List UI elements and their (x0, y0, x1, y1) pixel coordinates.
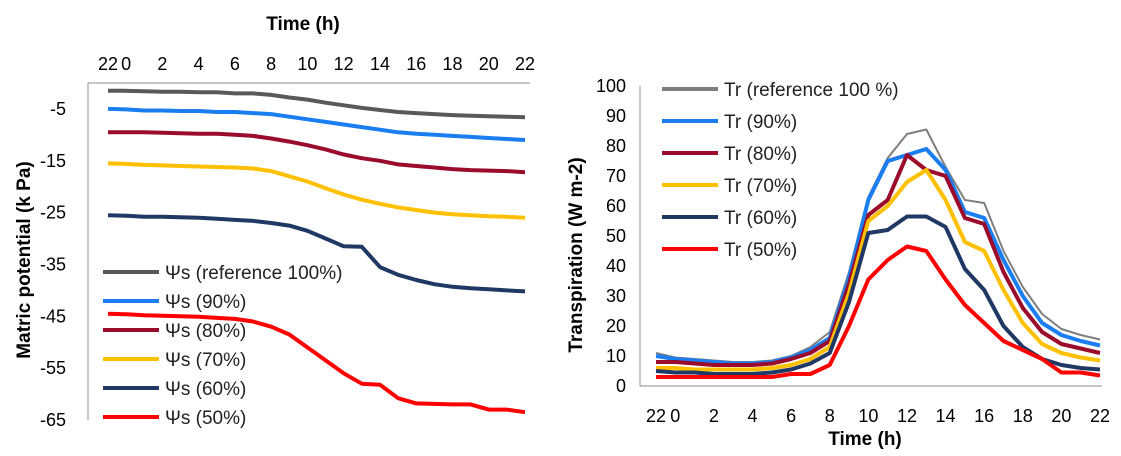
r-x-tick-9: 16 (974, 406, 994, 426)
l-series-line-s-70 (107, 161, 526, 220)
l-legend-label-2: Ψs (80%) (165, 321, 246, 342)
r-legend-label-4: Tr (60%) (724, 208, 797, 229)
r-legend-label-1: Tr (90%) (724, 112, 797, 133)
transpiration-chart: Time (h) Transpiration (W m-2) 22 0 2 4 6 8 10… (566, 76, 1110, 450)
l-y-tick-6: -65 (40, 410, 66, 430)
right-legend: Tr (reference 100 %) Tr (90%) Tr (80%) Tr (… (662, 80, 899, 261)
l-x-tick-11: 20 (479, 54, 499, 74)
matric-potential-chart: Time (h) Matric potential (k Pa) 22 0 2 4 6 8… (14, 14, 535, 430)
r-x-tick-10: 18 (1013, 406, 1033, 426)
r-x-tick-4: 6 (786, 406, 796, 426)
l-x-tick-0: 22 (98, 54, 118, 74)
r-x-tick-11: 20 (1051, 406, 1071, 426)
r-x-tick-0: 22 (646, 406, 666, 426)
l-y-tick-3: -35 (40, 254, 66, 274)
right-y-tick-labels: 0 10 20 30 40 50 60 70 80 90 100 (596, 76, 626, 396)
l-legend-label-1: Ψs (90%) (165, 292, 246, 313)
l-series-line-s-reference-100 (108, 88, 526, 120)
r-series-line-tr-70 (656, 168, 1101, 372)
r-y-tick-8: 80 (606, 136, 626, 156)
l-x-tick-8: 14 (370, 54, 390, 74)
r-y-tick-4: 40 (606, 256, 626, 276)
l-legend-label-0: Ψs (reference 100%) (165, 263, 342, 284)
right-x-tick-labels: 22 0 2 4 6 8 10 12 14 16 18 20 22 (646, 406, 1110, 426)
r-x-tick-3: 4 (748, 406, 758, 426)
r-y-tick-3: 30 (606, 286, 626, 306)
r-x-tick-5: 8 (825, 406, 835, 426)
r-x-tick-1: 0 (670, 406, 680, 426)
r-x-tick-6: 10 (858, 406, 878, 426)
l-legend-label-4: Ψs (60%) (165, 379, 246, 400)
r-y-tick-0: 0 (616, 376, 626, 396)
l-y-tick-2: -25 (40, 203, 66, 223)
r-y-tick-10: 100 (596, 76, 626, 96)
right-y-axis-title: Transpiration (W m-2) (566, 157, 587, 352)
l-x-tick-1: 0 (121, 54, 131, 74)
l-series-line-s-50 (107, 311, 526, 415)
l-series-line-s-60 (107, 213, 526, 294)
r-legend-label-2: Tr (80%) (724, 144, 797, 165)
l-x-tick-5: 8 (266, 54, 276, 74)
l-x-tick-10: 18 (442, 54, 462, 74)
left-y-axis-title: Matric potential (k Pa) (14, 161, 35, 358)
l-series-line-s-80 (108, 130, 526, 175)
r-series-line-tr-80 (656, 153, 1101, 367)
l-y-tick-0: -5 (50, 99, 66, 119)
r-series-line-tr-90 (655, 147, 1101, 366)
l-series-line-s-90 (107, 106, 526, 142)
right-series-lines (655, 128, 1101, 379)
l-x-tick-7: 12 (334, 54, 354, 74)
r-x-tick-7: 12 (897, 406, 917, 426)
r-x-tick-2: 2 (709, 406, 719, 426)
r-y-tick-2: 20 (606, 316, 626, 336)
left-y-tick-labels: -5 -15 -25 -35 -45 -55 -65 (40, 99, 66, 430)
l-x-tick-3: 4 (194, 54, 204, 74)
r-y-tick-9: 90 (606, 106, 626, 126)
r-series-line-tr-60 (655, 214, 1101, 376)
l-legend-label-5: Ψs (50%) (165, 408, 246, 429)
r-y-tick-7: 70 (606, 166, 626, 186)
l-x-tick-9: 16 (406, 54, 426, 74)
r-legend-label-3: Tr (70%) (724, 176, 797, 197)
l-x-tick-6: 10 (297, 54, 317, 74)
r-legend-label-0: Tr (reference 100 %) (724, 80, 899, 101)
l-y-tick-5: -55 (40, 358, 66, 378)
l-x-tick-2: 2 (157, 54, 167, 74)
l-legend-label-3: Ψs (70%) (165, 350, 246, 371)
right-x-axis-title: Time (h) (828, 429, 902, 450)
r-y-tick-1: 10 (606, 346, 626, 366)
r-legend-label-5: Tr (50%) (724, 240, 797, 261)
l-x-tick-4: 6 (230, 54, 240, 74)
r-y-tick-5: 50 (606, 226, 626, 246)
left-x-axis-title: Time (h) (266, 14, 340, 35)
left-series-lines (107, 88, 526, 415)
r-series-line-tr-50 (656, 244, 1101, 379)
left-x-tick-labels: 22 0 2 4 6 8 10 12 14 16 18 20 22 (98, 54, 535, 74)
l-y-tick-4: -45 (40, 306, 66, 326)
r-series-line-tr-reference-100 (655, 128, 1101, 363)
r-y-tick-6: 60 (606, 196, 626, 216)
r-x-tick-12: 22 (1090, 406, 1110, 426)
left-legend: Ψs (reference 100%) Ψs (90%) Ψs (80%) Ψs (7… (103, 263, 342, 429)
l-x-tick-12: 22 (515, 54, 535, 74)
l-y-tick-1: -15 (40, 151, 66, 171)
r-x-tick-8: 14 (936, 406, 956, 426)
